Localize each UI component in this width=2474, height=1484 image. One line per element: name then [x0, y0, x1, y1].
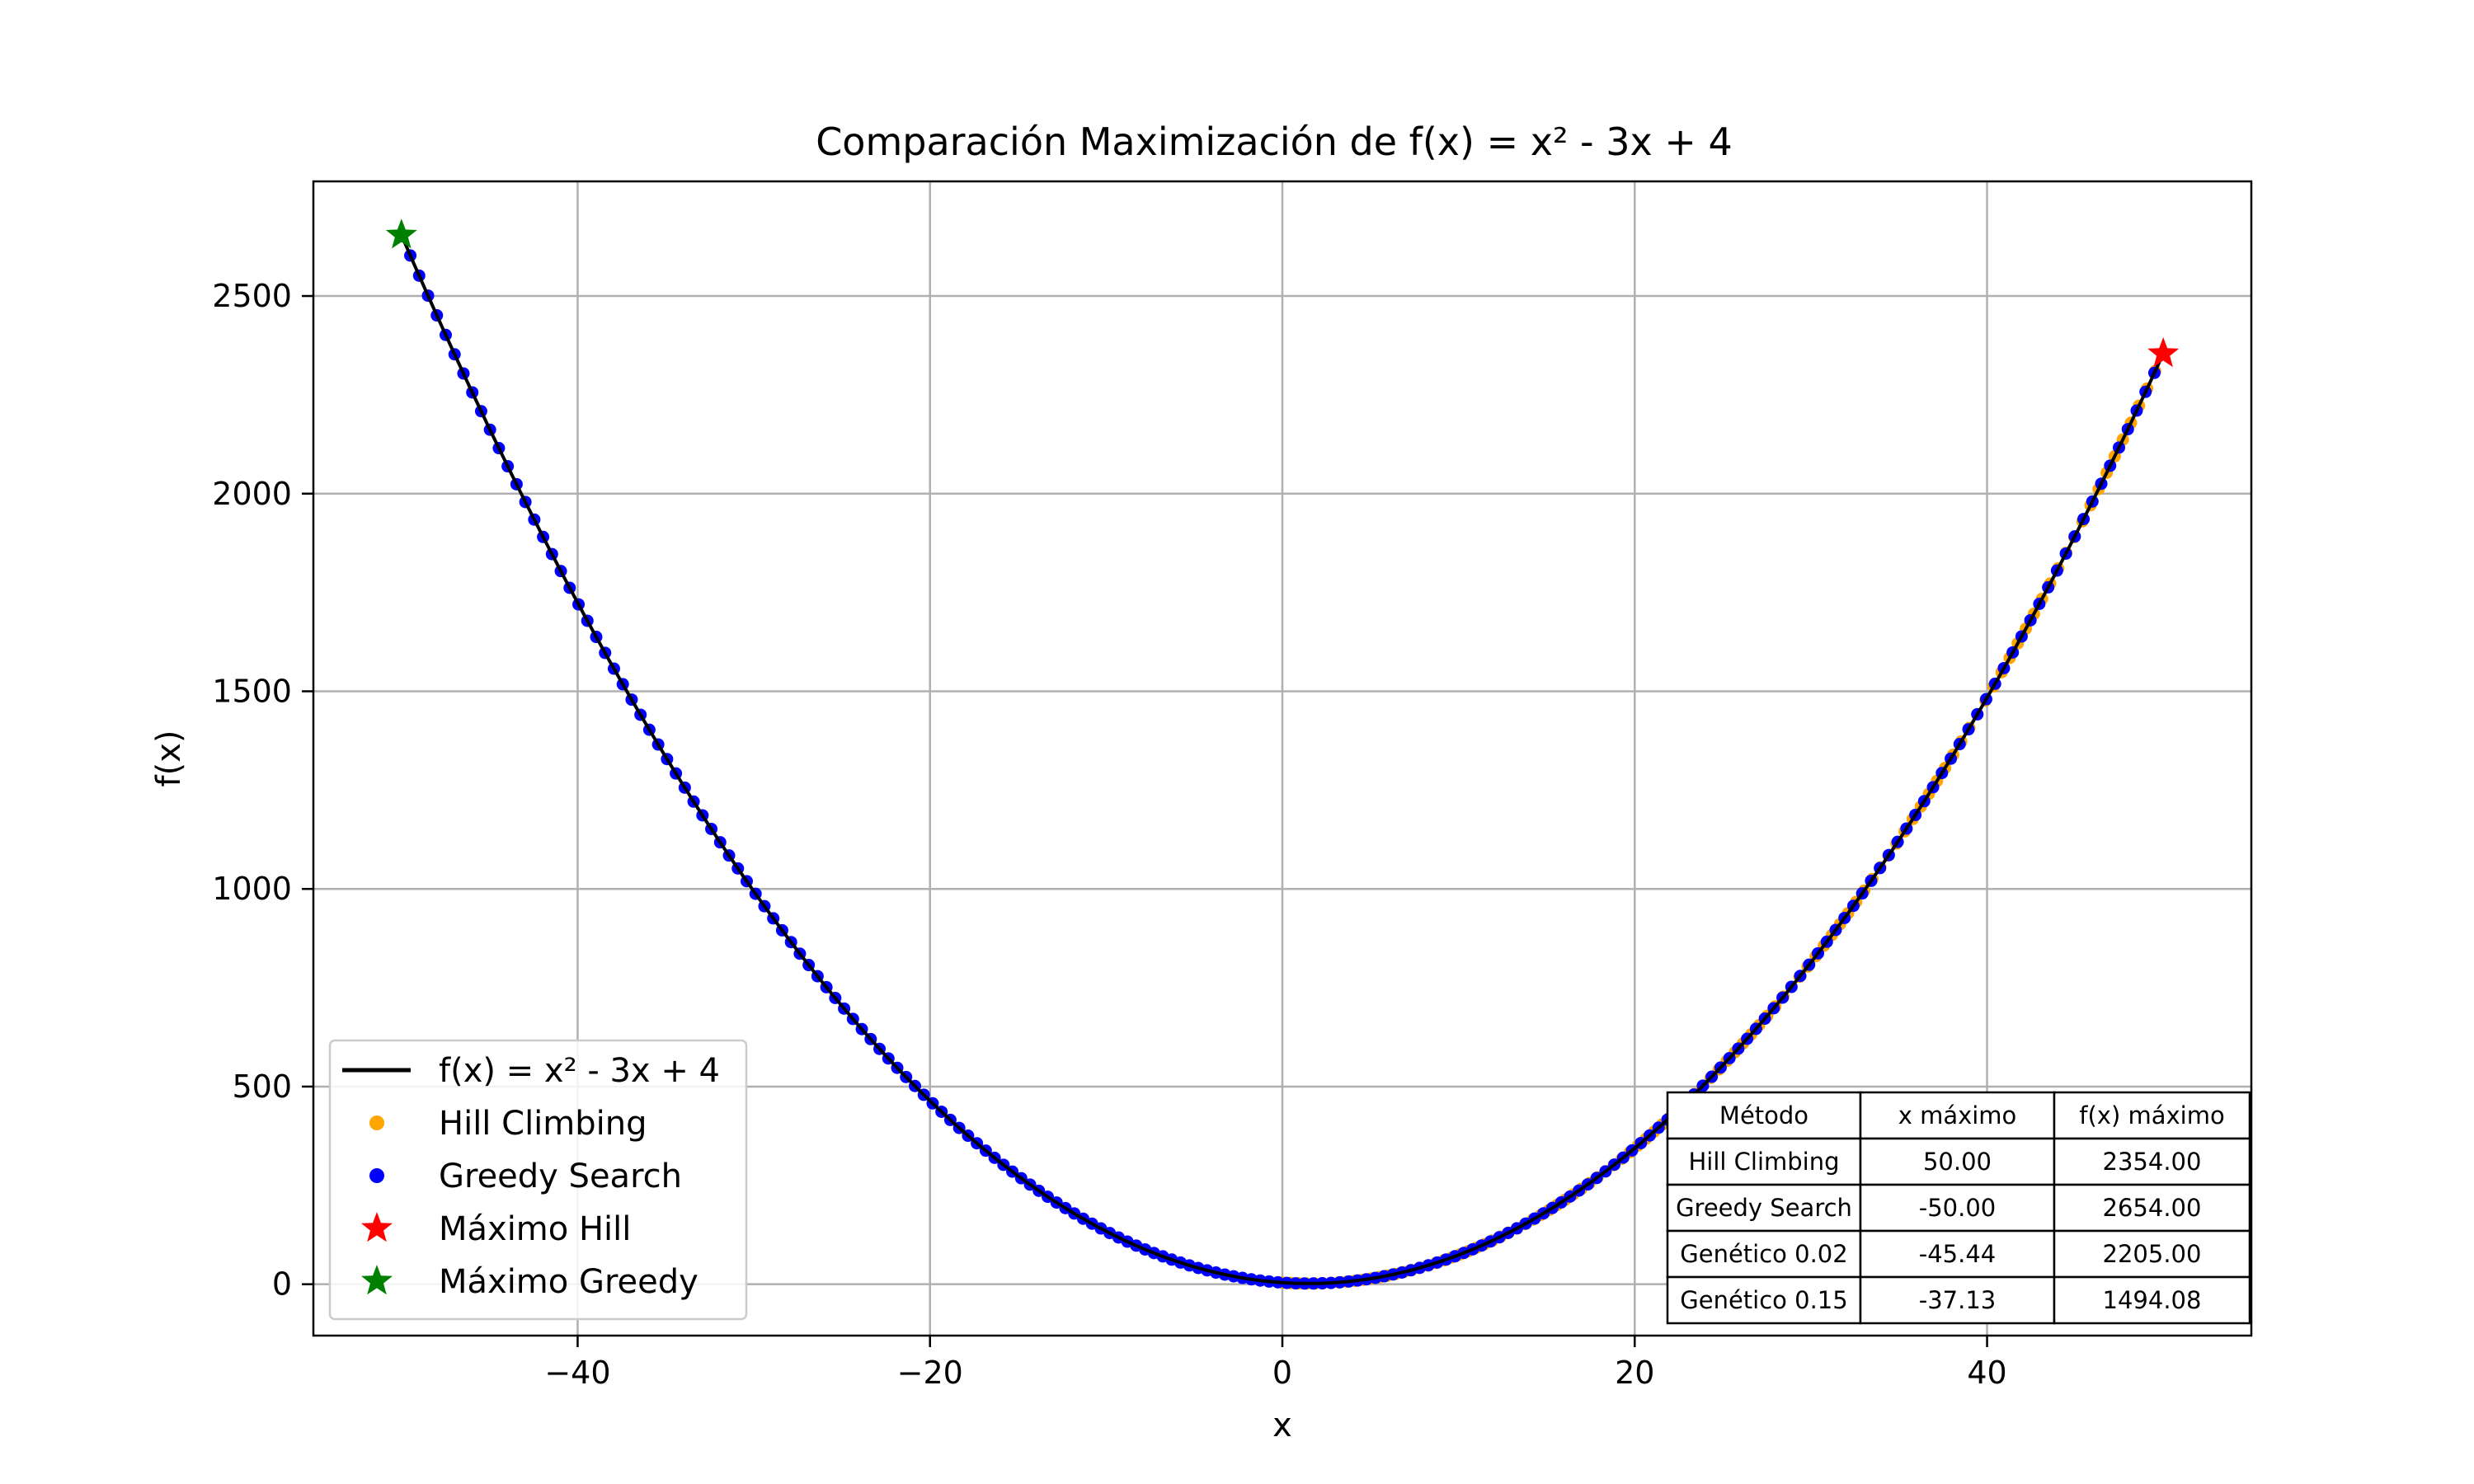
table-cell — [1666, 1275, 1862, 1325]
table-cell-text: Genético 0.15 — [1680, 1286, 1847, 1314]
table-row: Greedy Search -50.00 2654.00 — [1666, 1183, 2251, 1233]
table-cell — [1859, 1275, 2056, 1325]
x-tick-label: −40 — [544, 1355, 610, 1391]
table-cell-text: -50.00 — [1919, 1194, 1997, 1222]
legend-box — [328, 1039, 748, 1321]
table-row: Genético 0.02 -45.44 2205.00 — [1666, 1229, 2251, 1279]
x-tick-label: 40 — [1967, 1355, 2006, 1391]
legend-dot-swatch — [369, 1168, 384, 1183]
table-cell — [2053, 1275, 2251, 1325]
x-tick-label: 0 — [1272, 1355, 1292, 1391]
table-cell — [1666, 1229, 1862, 1279]
table-cell — [1666, 1183, 1862, 1233]
table-cell — [1859, 1137, 2056, 1186]
legend-item: Hill Climbing — [369, 1105, 647, 1143]
table-cell-text: Hill Climbing — [1688, 1148, 1839, 1176]
y-tick-label: 0 — [272, 1266, 292, 1303]
legend-star-swatch — [361, 1265, 393, 1295]
table-header-text: f(x) máximo — [2079, 1101, 2224, 1129]
function-curve — [399, 234, 2166, 1285]
y-tick-label: 1500 — [212, 673, 292, 709]
max-greedy-star — [385, 218, 417, 249]
legend: f(x) = x² - 3x + 4 Hill Climbing Greedy Se… — [328, 1039, 748, 1321]
table-cell — [2053, 1091, 2251, 1140]
table-cell — [2053, 1137, 2251, 1186]
table-cell — [2053, 1229, 2251, 1279]
table-header-text: Método — [1719, 1101, 1808, 1129]
legend-item: Greedy Search — [369, 1158, 682, 1195]
table-cell-text: -37.13 — [1919, 1286, 1997, 1314]
legend-star-swatch — [361, 1212, 393, 1242]
x-tick-label: 20 — [1615, 1355, 1654, 1391]
table-cell-text: 2654.00 — [2103, 1194, 2202, 1222]
table-cell-text: 50.00 — [1923, 1148, 1992, 1176]
legend-label: Hill Climbing — [439, 1105, 647, 1143]
max-hill-star — [2147, 337, 2180, 368]
table-cell-text: 2354.00 — [2103, 1148, 2202, 1176]
table-row: Genético 0.15 -37.13 1494.08 — [1666, 1275, 2251, 1325]
table-cell — [1666, 1091, 1862, 1140]
chart-title: Comparación Maximización de f(x) = x² - … — [816, 120, 1733, 164]
plot-area — [385, 218, 2180, 1290]
table-cell-text: 1494.08 — [2103, 1286, 2202, 1314]
legend-label: Máximo Greedy — [439, 1263, 698, 1301]
legend-label: Máximo Hill — [439, 1210, 631, 1248]
legend-label: f(x) = x² - 3x + 4 — [439, 1052, 720, 1090]
y-tick-label: 500 — [232, 1068, 292, 1105]
table-header-text: x máximo — [1898, 1101, 2017, 1129]
table-cell-text: 2205.00 — [2103, 1240, 2202, 1268]
table-header-row: Método x máximo f(x) máximo — [1666, 1091, 2251, 1140]
legend-dot-swatch — [369, 1115, 384, 1130]
y-tick-label: 1000 — [212, 871, 292, 907]
legend-item: Máximo Hill — [361, 1210, 631, 1248]
axis-ticks: −40 −20 0 20 40 0 500 1000 1500 2000 2500 — [212, 278, 2006, 1391]
table-cell-text: -45.44 — [1919, 1240, 1997, 1268]
results-table: Método x máximo f(x) máximo Hill Climbing 50… — [1666, 1091, 2251, 1325]
x-tick-label: −20 — [897, 1355, 963, 1391]
table-cell — [1859, 1183, 2056, 1233]
table-cell-text: Greedy Search — [1676, 1194, 1852, 1222]
x-axis-label: x — [1272, 1407, 1292, 1444]
y-tick-label: 2000 — [212, 476, 292, 512]
legend-item: Máximo Greedy — [361, 1263, 698, 1301]
table-cell — [2053, 1183, 2251, 1233]
legend-label: Greedy Search — [439, 1158, 682, 1195]
table-cell — [1666, 1137, 1862, 1186]
legend-item: f(x) = x² - 3x + 4 — [342, 1052, 720, 1090]
y-tick-label: 2500 — [212, 278, 292, 314]
y-axis-label: f(x) — [150, 730, 188, 787]
table-row: Hill Climbing 50.00 2354.00 — [1666, 1137, 2251, 1186]
table-cell-text: Genético 0.02 — [1680, 1240, 1847, 1268]
